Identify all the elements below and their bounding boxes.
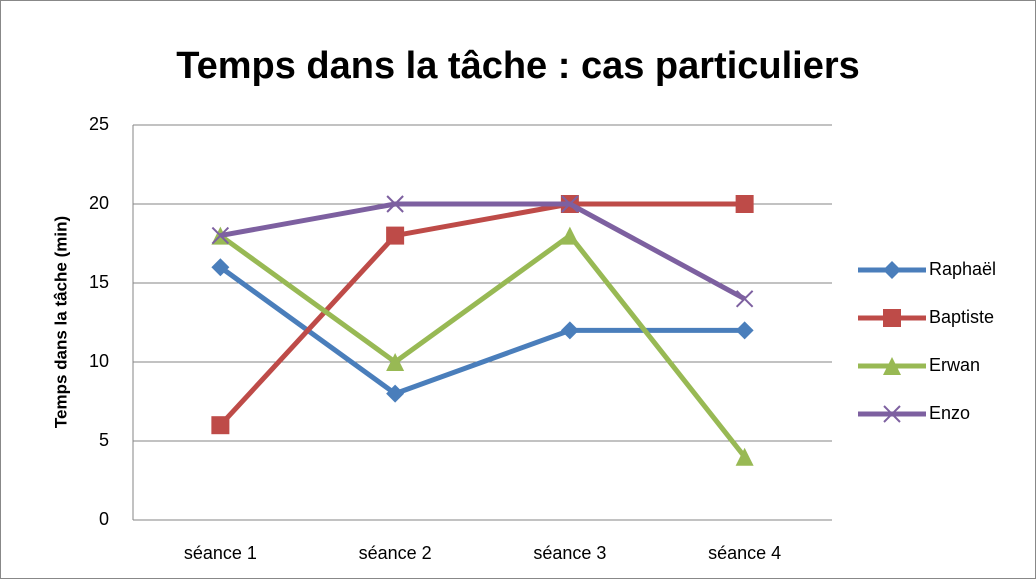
x-tick-label: séance 4 bbox=[708, 543, 781, 563]
marker bbox=[561, 195, 579, 213]
marker bbox=[386, 353, 405, 371]
marker bbox=[735, 290, 754, 308]
marker bbox=[735, 195, 754, 213]
legend-label: Baptiste bbox=[929, 307, 994, 327]
marker bbox=[211, 258, 230, 277]
legend-marker bbox=[883, 405, 901, 423]
marker bbox=[386, 226, 405, 245]
legend-label: Raphaël bbox=[929, 259, 996, 279]
legend-label: Enzo bbox=[929, 403, 970, 423]
series-line bbox=[218, 201, 745, 427]
x-tick-label: séance 1 bbox=[184, 543, 257, 563]
y-tick-label: 10 bbox=[89, 351, 109, 371]
marker bbox=[211, 416, 230, 435]
legend-marker bbox=[883, 309, 901, 327]
marker bbox=[386, 384, 405, 403]
marker bbox=[735, 447, 754, 466]
chart-title: Temps dans la tâche : cas particuliers bbox=[176, 45, 860, 87]
marker bbox=[211, 226, 230, 245]
series-line bbox=[218, 233, 747, 459]
y-tick-label: 0 bbox=[99, 509, 109, 529]
marker bbox=[386, 195, 404, 213]
series-line bbox=[219, 201, 746, 301]
legend-label: Erwan bbox=[929, 355, 980, 375]
legend-marker bbox=[883, 261, 901, 279]
y-tick-label: 20 bbox=[89, 193, 109, 213]
y-tick-label: 15 bbox=[89, 272, 109, 292]
y-axis-label: Temps dans la tâche (min) bbox=[51, 216, 70, 428]
marker bbox=[735, 321, 754, 340]
marker bbox=[560, 321, 579, 340]
y-tick-label: 25 bbox=[89, 114, 109, 134]
x-tick-label: séance 2 bbox=[359, 543, 432, 563]
marker bbox=[560, 226, 579, 245]
legend-marker bbox=[883, 357, 901, 375]
y-tick-label: 5 bbox=[99, 430, 109, 450]
x-tick-label: séance 3 bbox=[533, 543, 606, 563]
